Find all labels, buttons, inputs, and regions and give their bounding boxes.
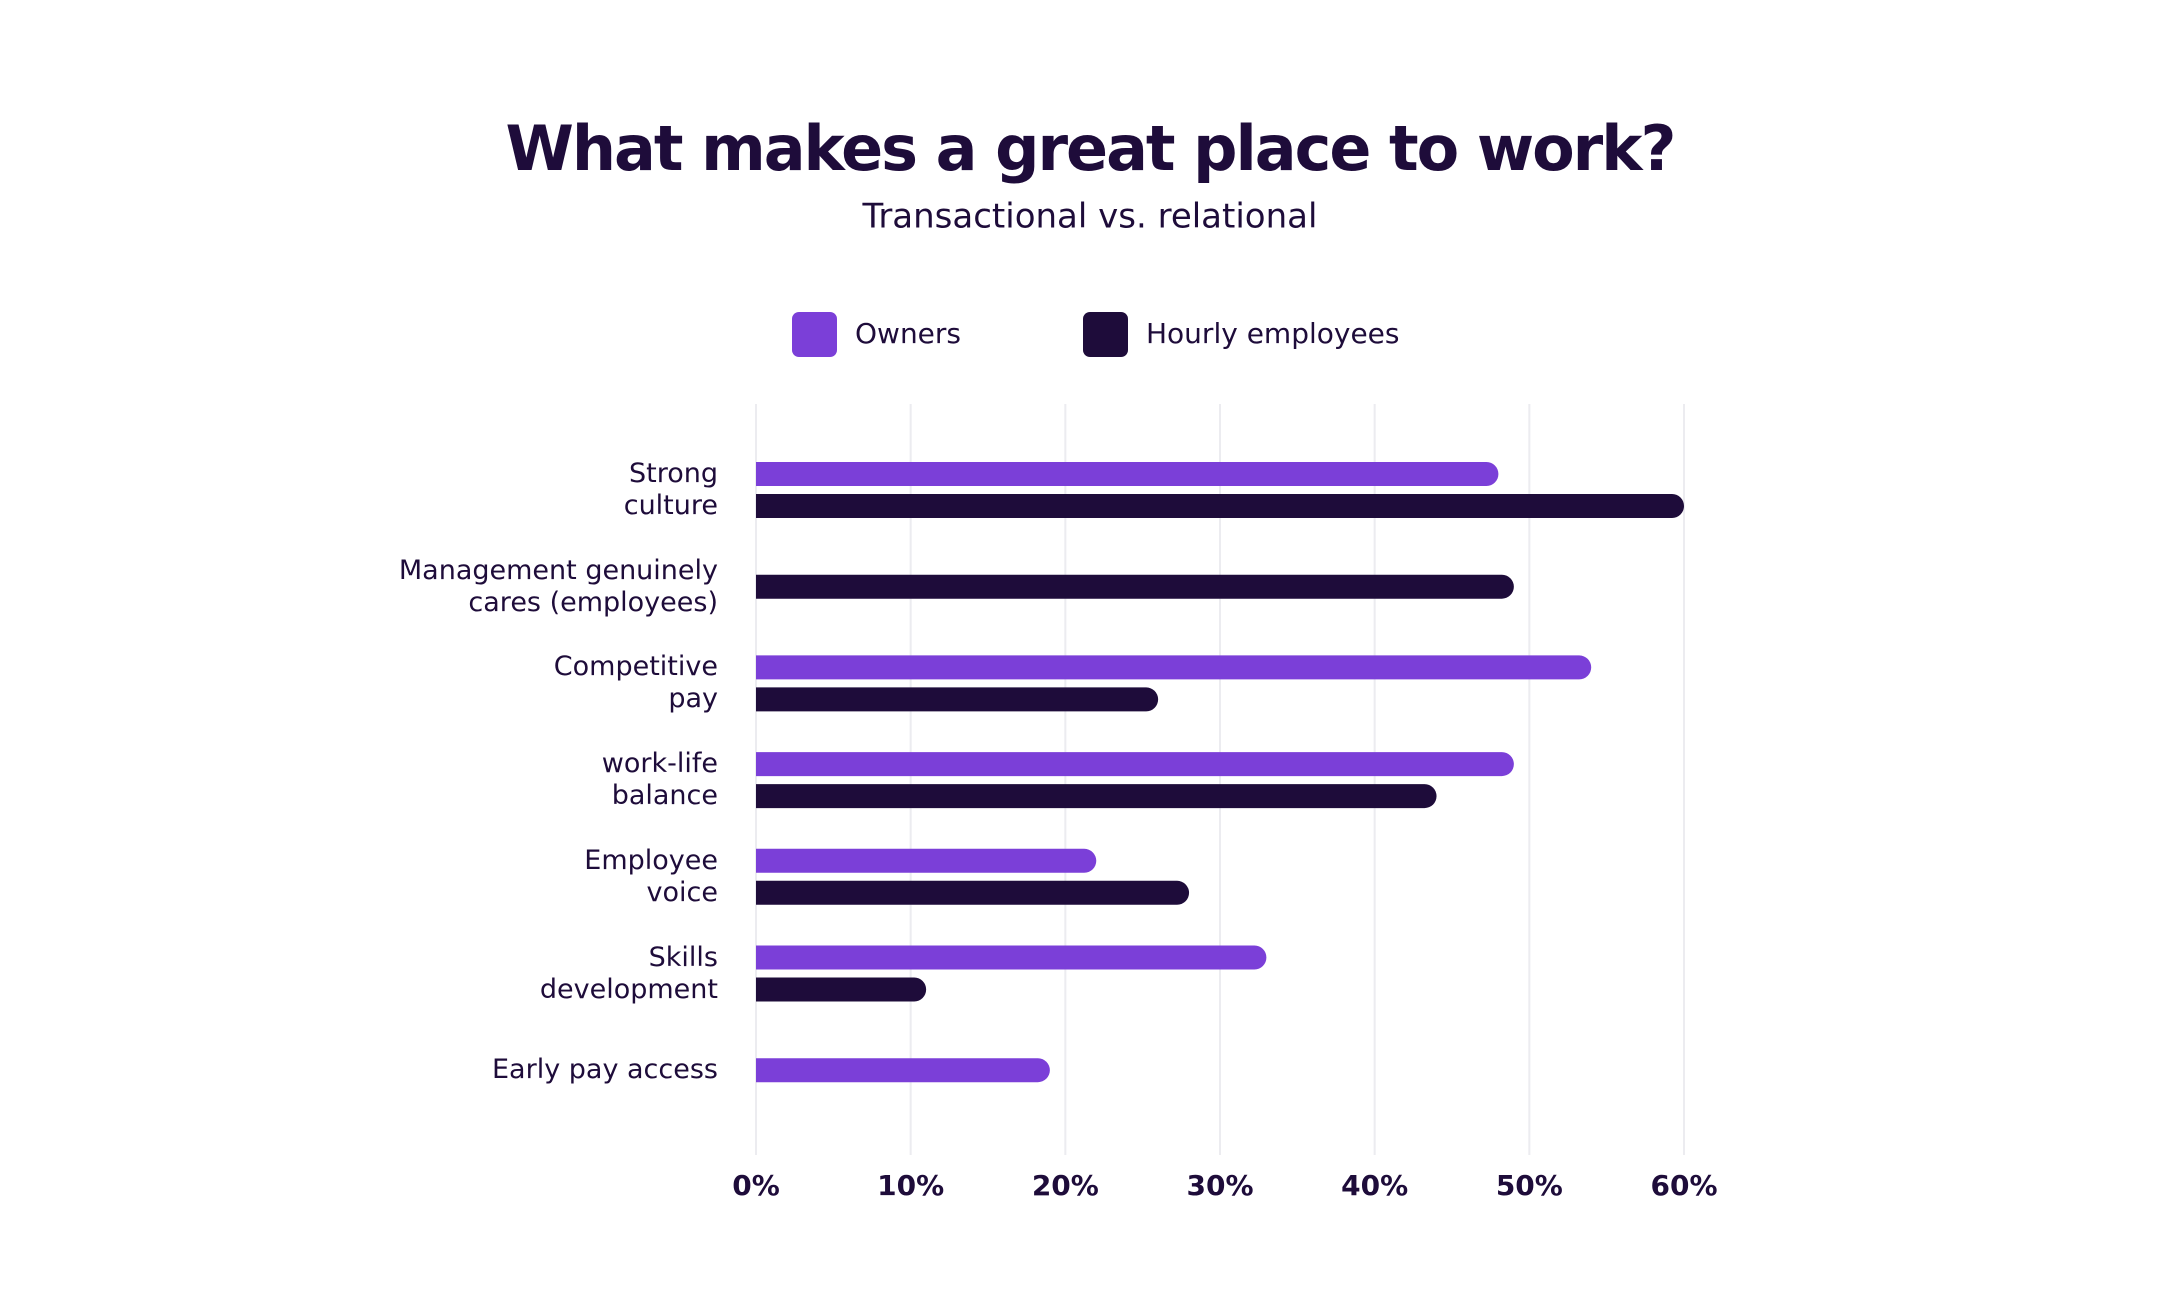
x-tick-label: 10% [877,1169,944,1202]
legend-label: Hourly employees [1146,317,1400,350]
y-tick-label: Competitive pay [553,651,718,715]
bar [756,880,1190,905]
y-tick-label: Early pay access [492,1054,718,1086]
bar [756,574,1514,599]
y-tick-label: Strong culture [623,458,718,521]
bar [756,848,1097,873]
x-tick-label: 60% [1650,1169,1717,1202]
bar [756,462,1499,486]
bar [756,655,1592,680]
legend-label: Owners [855,317,961,350]
legend-swatch [1083,312,1128,357]
y-tick-label: Skills development [539,941,718,1005]
x-tick-label: 0% [732,1169,780,1202]
bar [756,977,927,1002]
bar [756,945,1267,970]
legend-swatch [792,312,837,357]
chart-subtitle: Transactional vs. relational [862,197,1318,237]
chart-title: What makes a great place to work? [506,112,1675,185]
x-tick-label: 50% [1496,1169,1563,1202]
y-tick-label: work-life balance [601,748,718,812]
bar [756,1058,1050,1083]
y-tick-label: Management genuinely cares (employees) [398,554,718,618]
x-tick-label: 20% [1032,1169,1099,1202]
x-tick-label: 30% [1186,1169,1253,1202]
bar [756,752,1514,777]
x-tick-label: 40% [1341,1169,1408,1202]
y-tick-label: Employee voice [584,844,718,908]
bar [756,494,1684,518]
bar [756,784,1437,809]
bar [756,687,1159,712]
